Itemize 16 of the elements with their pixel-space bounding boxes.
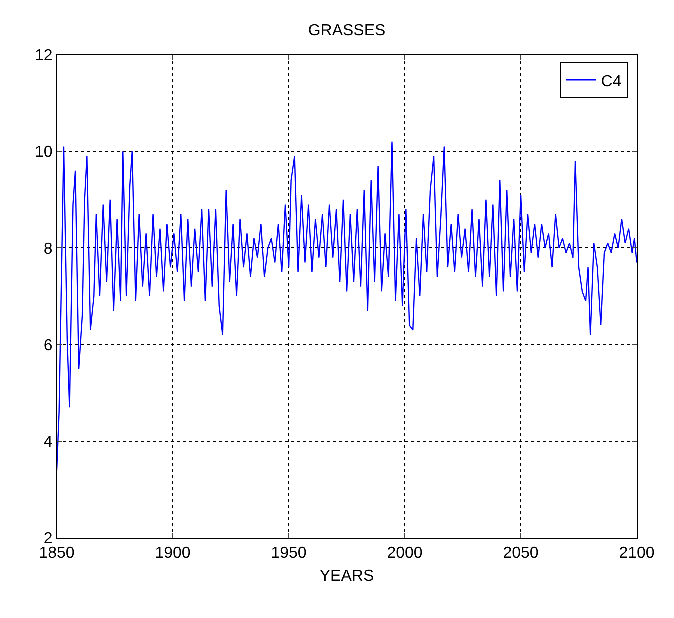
y-tick-label: 6 [44,337,53,354]
y-tick-label: 2 [44,530,53,548]
line-series [57,141,637,471]
y-tick-label: 12 [35,48,53,65]
x-tick-label: 1850 [39,545,75,562]
x-axis-title: YEARS [320,568,374,585]
x-tick-label: 2100 [619,545,655,562]
x-tick-label: 2050 [503,545,539,562]
x-tick-label: 1950 [271,545,307,562]
y-tick-label: 4 [44,434,53,451]
y-tick-label: 10 [35,144,53,162]
x-tick-label: 2000 [387,545,423,562]
legend-label: C4 [601,73,622,90]
y-tick-label: 8 [44,240,53,258]
chart-title: GRASSES [308,22,386,40]
x-tick-label: 1900 [155,545,191,562]
